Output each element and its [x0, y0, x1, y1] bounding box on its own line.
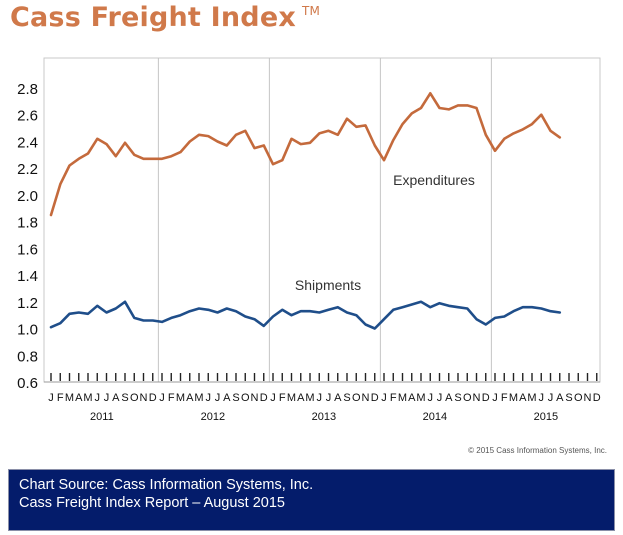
y-tick-label: 1.8	[17, 215, 38, 232]
month-label: O	[352, 392, 361, 404]
month-label: A	[75, 392, 83, 404]
month-label: A	[223, 392, 231, 404]
month-label: N	[140, 392, 148, 404]
month-label: J	[215, 392, 221, 404]
y-tick-label: 1.4	[17, 268, 38, 285]
month-label: D	[482, 392, 490, 404]
series-label-expenditures: Expenditures	[393, 172, 475, 188]
y-tick-label: 0.6	[17, 375, 38, 392]
source-line-2: Cass Freight Index Report – August 2015	[19, 495, 285, 511]
y-tick-label: 1.0	[17, 322, 38, 339]
month-label: J	[270, 392, 276, 404]
month-label: A	[334, 392, 342, 404]
month-label: J	[104, 392, 110, 404]
month-label: F	[57, 392, 64, 404]
month-label: M	[305, 392, 314, 404]
plot-frame	[43, 57, 601, 383]
year-label: 2011	[90, 411, 114, 423]
month-label: A	[556, 392, 564, 404]
month-label: S	[454, 392, 461, 404]
month-label: N	[473, 392, 481, 404]
month-label: J	[95, 392, 101, 404]
month-label: A	[519, 392, 527, 404]
month-label: J	[428, 392, 434, 404]
month-label: S	[343, 392, 350, 404]
month-label: D	[371, 392, 379, 404]
month-label: S	[121, 392, 128, 404]
year-label: 2015	[534, 411, 558, 423]
month-label: F	[279, 392, 286, 404]
month-label: M	[509, 392, 518, 404]
year-label: 2014	[423, 411, 447, 423]
y-tick-label: 2.2	[17, 161, 38, 178]
month-label: A	[186, 392, 194, 404]
y-tick-label: 2.6	[17, 108, 38, 125]
series-line-expenditures	[49, 92, 562, 217]
month-label: A	[408, 392, 416, 404]
month-label: O	[574, 392, 583, 404]
month-label: M	[398, 392, 407, 404]
month-label: J	[159, 392, 165, 404]
month-label: A	[445, 392, 453, 404]
y-tick-label: 1.2	[17, 295, 38, 312]
month-label: D	[593, 392, 601, 404]
month-label: F	[501, 392, 508, 404]
month-label: S	[232, 392, 239, 404]
chart-title: Cass Freight Index TM	[10, 2, 321, 33]
y-tick-label: 2.8	[17, 81, 38, 98]
month-label: F	[168, 392, 175, 404]
month-label: N	[362, 392, 370, 404]
month-label: A	[112, 392, 120, 404]
month-label: M	[527, 392, 536, 404]
month-label: M	[65, 392, 74, 404]
month-label: D	[260, 392, 268, 404]
month-label: M	[83, 392, 92, 404]
month-label: J	[48, 392, 54, 404]
month-label: M	[416, 392, 425, 404]
month-label: N	[584, 392, 592, 404]
month-label: J	[317, 392, 323, 404]
month-label: J	[206, 392, 212, 404]
month-label: A	[297, 392, 305, 404]
month-label: J	[548, 392, 554, 404]
month-label: J	[539, 392, 545, 404]
month-label: N	[251, 392, 259, 404]
source-line-1: Chart Source: Cass Information Systems, …	[19, 477, 314, 493]
copyright-note: © 2015 Cass Information Systems, Inc.	[468, 446, 607, 455]
chart-canvas: 0.60.81.01.21.41.61.82.02.22.42.62.8J F M A…	[17, 57, 601, 423]
y-tick-label: 1.6	[17, 241, 38, 258]
month-label: O	[241, 392, 250, 404]
month-label: J	[437, 392, 443, 404]
month-label: J	[326, 392, 332, 404]
month-label: F	[390, 392, 397, 404]
series-line-shipments	[49, 300, 562, 330]
month-label: O	[130, 392, 139, 404]
y-tick-label: 2.4	[17, 134, 38, 151]
month-label: J	[492, 392, 498, 404]
month-label: M	[287, 392, 296, 404]
month-label: J	[381, 392, 387, 404]
month-label: M	[194, 392, 203, 404]
month-label: M	[176, 392, 185, 404]
month-label: D	[149, 392, 157, 404]
month-label: S	[565, 392, 572, 404]
month-label: O	[463, 392, 472, 404]
chart-source-box: Chart Source: Cass Information Systems, …	[8, 469, 615, 531]
series-label-shipments: Shipments	[295, 277, 361, 293]
trademark-mark: TM	[301, 4, 321, 18]
y-tick-label: 0.8	[17, 348, 38, 365]
year-label: 2012	[201, 411, 225, 423]
year-label: 2013	[312, 411, 336, 423]
y-tick-label: 2.0	[17, 188, 38, 205]
